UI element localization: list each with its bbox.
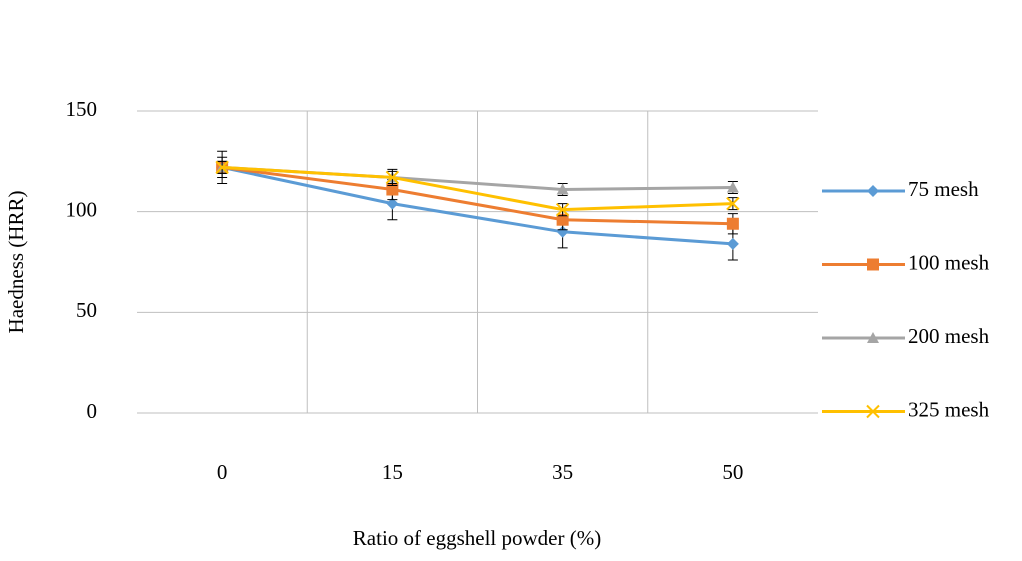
legend-label: 325 mesh (908, 397, 990, 421)
marker (867, 185, 879, 197)
x-tick-label: 50 (722, 460, 743, 484)
x-tick-label: 15 (382, 460, 403, 484)
marker (727, 218, 739, 230)
chart: Ratio of eggshell powder (%) Haedness (H… (0, 0, 1022, 556)
marker (727, 238, 739, 250)
legend-label: 200 mesh (908, 324, 990, 348)
legend-label: 75 mesh (908, 177, 979, 201)
x-axis-title: Ratio of eggshell powder (%) (353, 526, 601, 550)
x-tick-label: 0 (217, 460, 228, 484)
marker (867, 259, 879, 271)
y-tick-label: 100 (66, 197, 98, 221)
y-tick-label: 150 (66, 97, 98, 121)
y-tick-label: 50 (76, 298, 97, 322)
legend-label: 100 mesh (908, 250, 990, 274)
y-axis-title: Haedness (HRR) (4, 191, 28, 334)
y-tick-label: 0 (87, 399, 98, 423)
x-tick-label: 35 (552, 460, 573, 484)
